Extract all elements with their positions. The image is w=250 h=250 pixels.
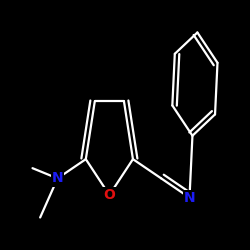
Text: N: N xyxy=(52,172,63,185)
Text: O: O xyxy=(104,188,115,202)
Text: N: N xyxy=(184,191,195,205)
